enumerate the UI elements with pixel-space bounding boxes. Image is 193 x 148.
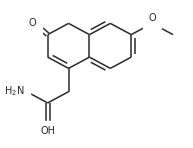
Text: O: O [29,18,36,28]
Text: H$_2$N: H$_2$N [4,84,24,98]
Text: OH: OH [40,126,55,136]
Text: O: O [148,13,156,23]
